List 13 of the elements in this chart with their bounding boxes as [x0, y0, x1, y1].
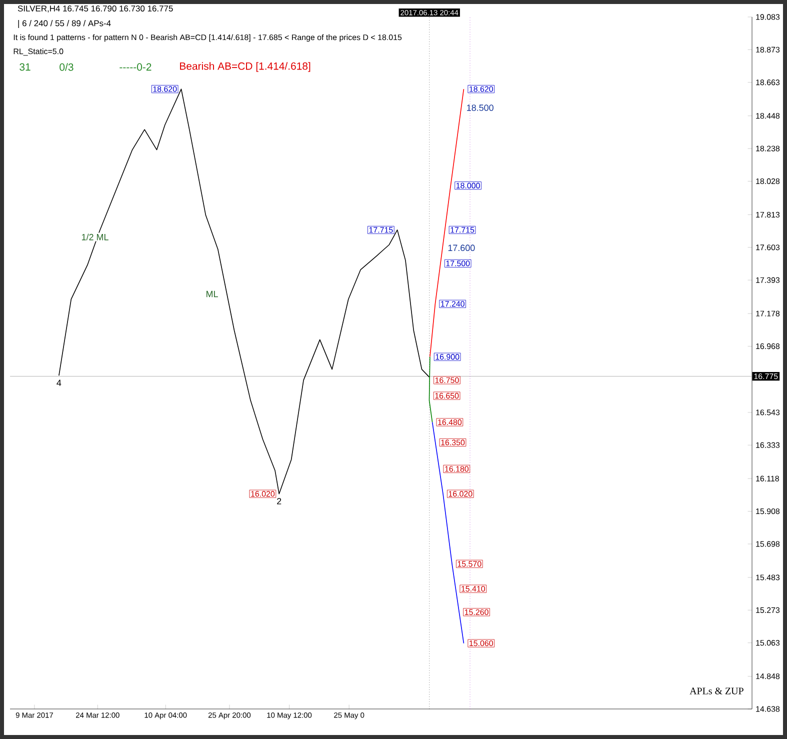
annotation: 17.600	[448, 244, 475, 252]
annotation: Bearish AB=CD [1.414/.618]	[180, 62, 310, 72]
annotation: APLs & ZUP	[690, 688, 744, 694]
annotation: ML	[206, 290, 218, 298]
annotation: 4	[56, 380, 62, 386]
annotation: 18.500	[467, 104, 494, 111]
annotation: 1/2 ML	[82, 234, 108, 240]
chart-subtitle: | 6 / 240 / 55 / 89 / APs-4	[18, 20, 111, 28]
chart-title: SILVER,H4 16.745 16.790 16.730 16.775	[18, 6, 173, 12]
annotation: 0/3	[60, 63, 74, 71]
annotation: -----0-2	[120, 63, 152, 71]
annotation: 2	[277, 498, 282, 504]
annotation: 31	[20, 63, 30, 71]
